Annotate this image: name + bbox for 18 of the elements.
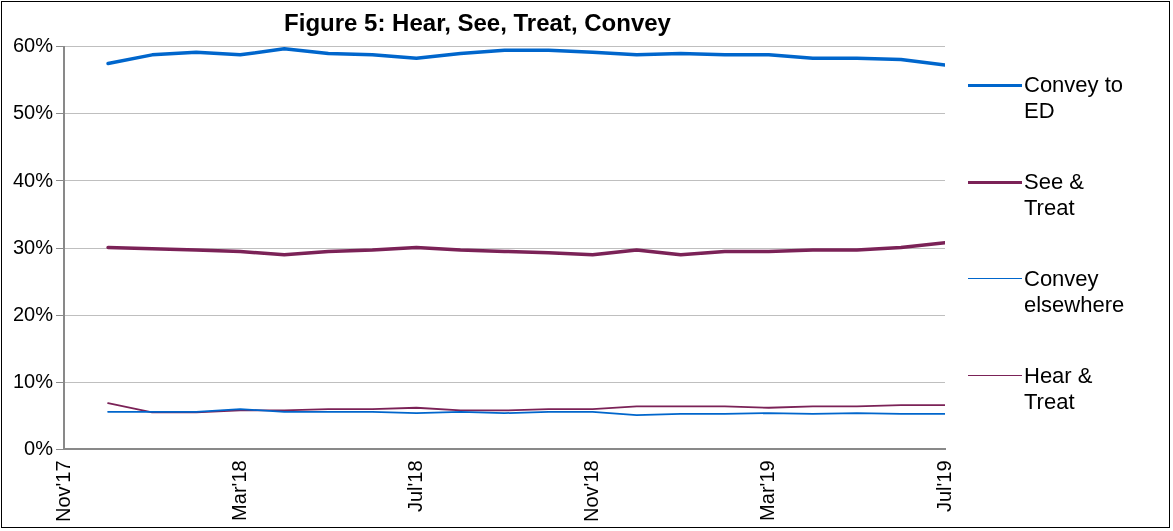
y-tick-label: 20% [13, 302, 54, 325]
x-tick-label: Nov'18 [580, 460, 603, 523]
legend-label: Hear & Treat [1024, 363, 1094, 415]
legend-label: Convey to ED [1024, 72, 1124, 124]
x-tick-label: Jul'19 [932, 460, 955, 513]
y-tick-label: 50% [13, 101, 54, 124]
y-tick-label: 0% [24, 436, 54, 459]
chart-title: Figure 5: Hear, See, Treat, Convey [284, 9, 672, 37]
x-tick-label: Mar'18 [227, 460, 250, 521]
legend-label: Convey elsewhere [1024, 266, 1125, 318]
y-tick-label: 30% [13, 235, 54, 258]
y-tick-label: 40% [13, 168, 54, 191]
x-tick-label: Mar'19 [756, 460, 779, 521]
x-tick-label: Nov'17 [51, 460, 74, 523]
legend-label: See & Treat [1024, 169, 1085, 221]
y-tick-label: 60% [13, 34, 54, 57]
x-tick-label: Jul'18 [403, 460, 426, 513]
y-tick-label: 10% [13, 369, 54, 392]
